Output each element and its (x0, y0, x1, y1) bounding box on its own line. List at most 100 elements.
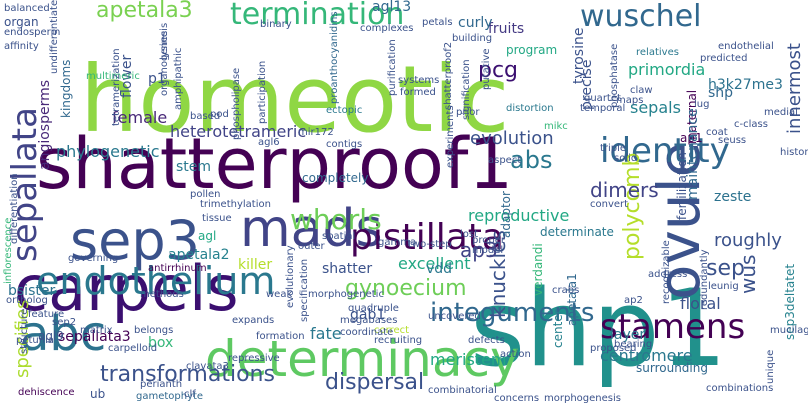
word: stamens (600, 307, 746, 347)
word: fertilization (675, 152, 689, 220)
word: abc (20, 306, 107, 362)
word: binary (260, 19, 292, 30)
word: gametophyte (136, 391, 204, 402)
word: apetala3 (96, 0, 193, 23)
word: purification (387, 39, 398, 96)
word: mikc (544, 121, 568, 132)
word: adaptor (499, 191, 513, 238)
word: recognizable (661, 240, 672, 304)
word: correct (374, 325, 410, 336)
word: homeotic (80, 46, 510, 153)
word: gab1 (350, 307, 386, 323)
word: pcg (478, 58, 519, 83)
word: spatial (322, 231, 356, 242)
word: sepallata3 (58, 329, 131, 345)
word: shatterproof2 (443, 41, 454, 110)
word: endothelial (718, 41, 774, 52)
word: coat (706, 127, 728, 138)
word: shp1 (470, 267, 728, 390)
word: sep (706, 256, 745, 281)
word: uncovered (428, 311, 481, 322)
word: balanced (4, 3, 50, 14)
word: antirrhinum (148, 263, 207, 274)
word: innermost (784, 43, 805, 134)
word: ap1 (680, 131, 703, 145)
word: tetramerization (111, 48, 122, 126)
word: pod (210, 109, 229, 120)
word: proanthocyanidins (329, 11, 340, 104)
word: prior (456, 107, 480, 118)
word: combinations (706, 383, 774, 394)
word: convert (590, 199, 629, 210)
word: model (472, 245, 504, 256)
word: redundantly (699, 249, 710, 311)
word: gamma (378, 237, 417, 248)
word: morphogenesis (544, 393, 621, 404)
word: sepals (630, 98, 681, 117)
word: defects (468, 335, 505, 346)
word: participation (257, 60, 268, 124)
word: curly (458, 15, 493, 31)
word: signification (461, 59, 472, 120)
word: excellent (398, 254, 471, 273)
word: female (112, 108, 168, 127)
word: c-class (734, 119, 768, 130)
word: ap3 (460, 238, 498, 262)
word: floral (680, 294, 721, 313)
word: endothelium (36, 259, 276, 303)
word: complexes (360, 23, 414, 34)
word: systems (398, 75, 440, 86)
word: aspect (488, 155, 522, 166)
word: action (500, 349, 531, 360)
word: agl (198, 229, 217, 243)
word: solid (614, 153, 638, 164)
word: tissue (202, 213, 232, 224)
word: ap2 (624, 295, 643, 306)
word: proper (472, 235, 505, 246)
word: combinatorial (428, 385, 497, 396)
word: shatter (322, 261, 373, 277)
word: morphogenetic (308, 289, 384, 300)
word: fate (310, 324, 342, 343)
word: megabases (340, 315, 398, 326)
word: proposed (590, 343, 637, 354)
word: verdandi (531, 243, 545, 296)
word: seuss (718, 135, 747, 146)
word: tyrosine (571, 27, 587, 84)
word: lysine (159, 30, 170, 60)
word: p1 (148, 71, 166, 87)
word: apetala1 (565, 273, 579, 326)
word: surrounding (636, 361, 708, 375)
word: agl9 (38, 329, 64, 343)
word: formation (256, 331, 305, 342)
word: phosphatase (609, 43, 620, 108)
word: clavata3 (186, 361, 229, 372)
word: petals (422, 17, 453, 28)
word: determinacy (205, 330, 520, 388)
word: clf (184, 389, 196, 400)
word: apetala2 (168, 247, 230, 263)
word: claw (630, 85, 653, 96)
word: belongs (134, 325, 174, 336)
word: completely (302, 171, 369, 185)
word: box (148, 335, 174, 351)
word: crabs (552, 285, 580, 296)
word: matrix (80, 325, 113, 336)
word: differentiation (9, 173, 20, 244)
word: affinity (4, 41, 39, 52)
word: determinate (540, 225, 614, 239)
word: trimethylation (200, 199, 271, 210)
word: predicted (700, 53, 748, 64)
word: meristem (430, 350, 507, 369)
word: mucilage (770, 325, 808, 336)
word: governing (68, 253, 119, 264)
word: coordinate (340, 327, 394, 338)
word: pollen (190, 189, 221, 200)
word: expands (232, 315, 275, 326)
word: concerns (494, 393, 540, 404)
word: mir172 (298, 127, 334, 138)
word: shatterproof1 (36, 123, 513, 205)
word: specification (299, 258, 310, 322)
word: killer (238, 257, 273, 273)
word: medial (764, 107, 798, 118)
